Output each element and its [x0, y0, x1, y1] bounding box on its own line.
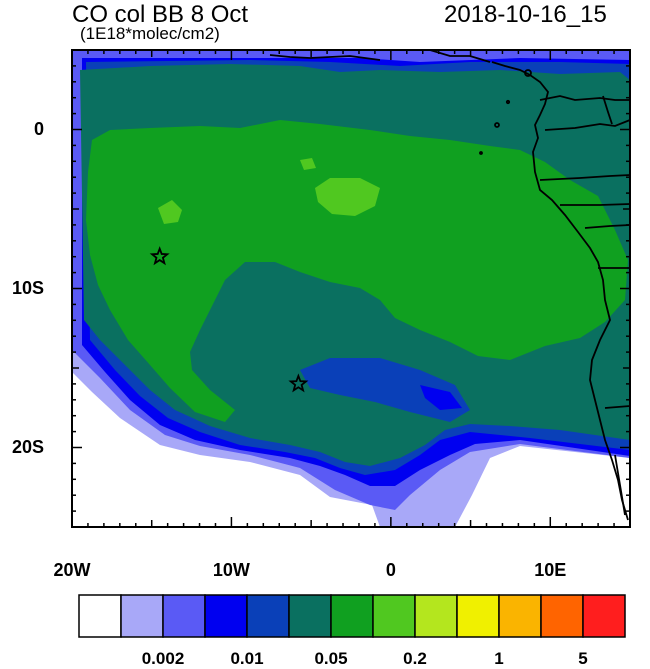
- units-subtitle: (1E18*molec/cm2): [80, 24, 220, 43]
- datetime-label: 2018-10-16_15: [444, 1, 607, 28]
- star-marker: [288, 373, 309, 393]
- colorbar-label: 1: [494, 649, 504, 668]
- colorbar-box: [246, 594, 290, 638]
- x-tick-label: 0: [385, 560, 396, 580]
- colorbar-box: [372, 594, 416, 638]
- colorbar-label: 0.2: [403, 649, 427, 668]
- colorbar-box: [330, 594, 374, 638]
- map-title: CO col BB 8 Oct: [72, 1, 249, 28]
- y-tick-label: 20S: [11, 436, 44, 457]
- coastline: [269, 50, 630, 521]
- x-tick-label: 20W: [53, 560, 91, 580]
- colorbar-box: [162, 594, 206, 638]
- colorbar-box: [78, 594, 122, 638]
- colorbar-box: [120, 594, 164, 638]
- colorbar-box: [582, 594, 626, 638]
- colorbar-box: [414, 594, 458, 638]
- colorbar-box: [540, 594, 584, 638]
- colorbar-box: [498, 594, 542, 638]
- star-marker: [149, 246, 170, 266]
- x-tick-label: 10E: [534, 560, 567, 580]
- colorbar-label: 5: [578, 649, 588, 668]
- co-concentration-field: [72, 50, 630, 527]
- colorbar-box: [204, 594, 248, 638]
- axis-ticks: [71, 49, 631, 528]
- y-tick-label: 10S: [11, 277, 44, 298]
- marker-layer: [149, 246, 309, 393]
- x-tick-label: 10W: [212, 560, 250, 580]
- y-tick-label: 0: [33, 118, 44, 139]
- colorbar: [78, 594, 626, 638]
- colorbar-box: [288, 594, 332, 638]
- colorbar-label: 0.05: [314, 649, 348, 668]
- colorbar-label: 0.01: [230, 649, 264, 668]
- colorbar-box: [456, 594, 500, 638]
- colorbar-label: 0.002: [141, 649, 185, 668]
